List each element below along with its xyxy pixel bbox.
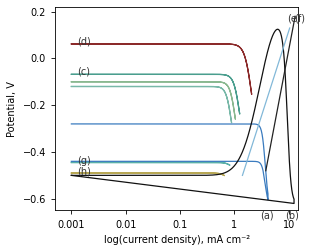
Y-axis label: Potential, V: Potential, V	[7, 81, 17, 137]
X-axis label: log(current density), mA cm⁻²: log(current density), mA cm⁻²	[104, 235, 250, 245]
Text: (f): (f)	[294, 14, 305, 24]
Text: (c): (c)	[77, 66, 90, 76]
Text: (e): (e)	[287, 14, 300, 24]
Text: (h): (h)	[77, 166, 91, 176]
Text: (g): (g)	[77, 156, 90, 166]
Text: (a): (a)	[260, 210, 274, 220]
Text: (d): (d)	[77, 37, 90, 47]
Text: (b): (b)	[285, 210, 299, 220]
